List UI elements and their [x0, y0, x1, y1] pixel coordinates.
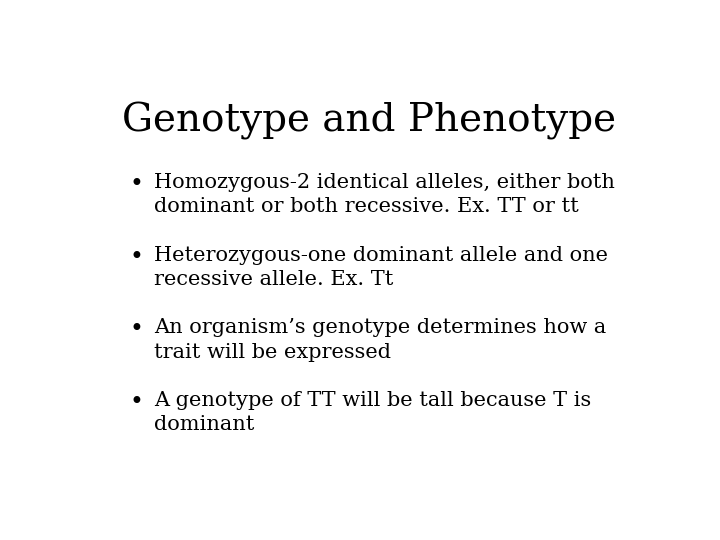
Text: Heterozygous-one dominant allele and one
recessive allele. Ex. Tt: Heterozygous-one dominant allele and one… [154, 246, 608, 289]
Text: Homozygous-2 identical alleles, either both
dominant or both recessive. Ex. TT o: Homozygous-2 identical alleles, either b… [154, 173, 615, 216]
Text: Genotype and Phenotype: Genotype and Phenotype [122, 102, 616, 140]
Text: •: • [129, 246, 143, 269]
Text: •: • [129, 391, 143, 414]
Text: •: • [129, 319, 143, 341]
Text: •: • [129, 173, 143, 196]
Text: A genotype of TT will be tall because T is
dominant: A genotype of TT will be tall because T … [154, 391, 591, 435]
Text: An organism’s genotype determines how a
trait will be expressed: An organism’s genotype determines how a … [154, 319, 606, 362]
